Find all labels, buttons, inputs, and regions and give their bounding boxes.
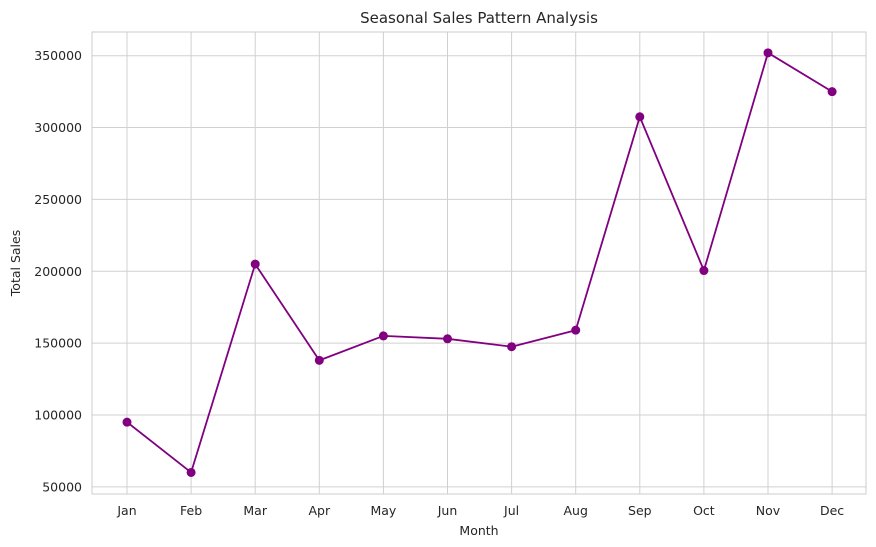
x-gridlines [126, 32, 833, 494]
data-point-feb [186, 467, 196, 477]
y-tick-label: 150000 [34, 336, 82, 351]
y-tick-label: 50000 [42, 479, 82, 494]
y-gridlines [92, 55, 866, 488]
x-tick-label: Apr [308, 503, 330, 518]
y-tick-labels: 50000 100000 150000 200000 250000 300000 35000… [34, 48, 82, 494]
series-line [126, 51, 833, 474]
x-tick-label: Feb [180, 503, 202, 518]
y-tick-label: 100000 [34, 407, 82, 422]
x-tick-labels: Jan Feb Mar Apr May Jun Jul Aug Sep Oct Nov Dec [116, 503, 844, 518]
data-point-oct [699, 266, 709, 276]
data-point-may [378, 331, 388, 341]
x-tick-label: Oct [693, 503, 715, 518]
x-tick-label: May [370, 503, 396, 518]
y-tick-label: 200000 [34, 264, 82, 279]
data-point-aug [571, 325, 581, 335]
y-tick-label: 300000 [34, 120, 82, 135]
data-point-mar [250, 259, 260, 269]
x-tick-label: Aug [563, 503, 587, 518]
y-axis-label: Total Sales [8, 230, 23, 297]
plot-area [92, 32, 866, 494]
x-tick-label: Dec [820, 503, 844, 518]
data-point-apr [314, 355, 324, 365]
x-tick-label: Nov [756, 503, 781, 518]
series-layer [122, 48, 837, 477]
x-tick-label: Mar [243, 503, 267, 518]
data-point-nov [763, 48, 773, 58]
data-point-jul [507, 342, 517, 352]
x-tick-label: Jan [116, 503, 136, 518]
x-tick-label: Jun [437, 503, 458, 518]
chart-title: Seasonal Sales Pattern Analysis [360, 9, 598, 27]
x-tick-label: Jul [503, 503, 519, 518]
data-point-sep [635, 112, 645, 122]
data-point-dec [827, 87, 837, 97]
data-point-jan [122, 417, 132, 427]
plot-frame [91, 31, 867, 495]
y-tick-label: 250000 [34, 192, 82, 207]
x-tick-label: Sep [628, 503, 652, 518]
y-tick-label: 350000 [34, 48, 82, 63]
x-axis-label: Month [459, 523, 498, 538]
data-point-jun [443, 334, 452, 344]
